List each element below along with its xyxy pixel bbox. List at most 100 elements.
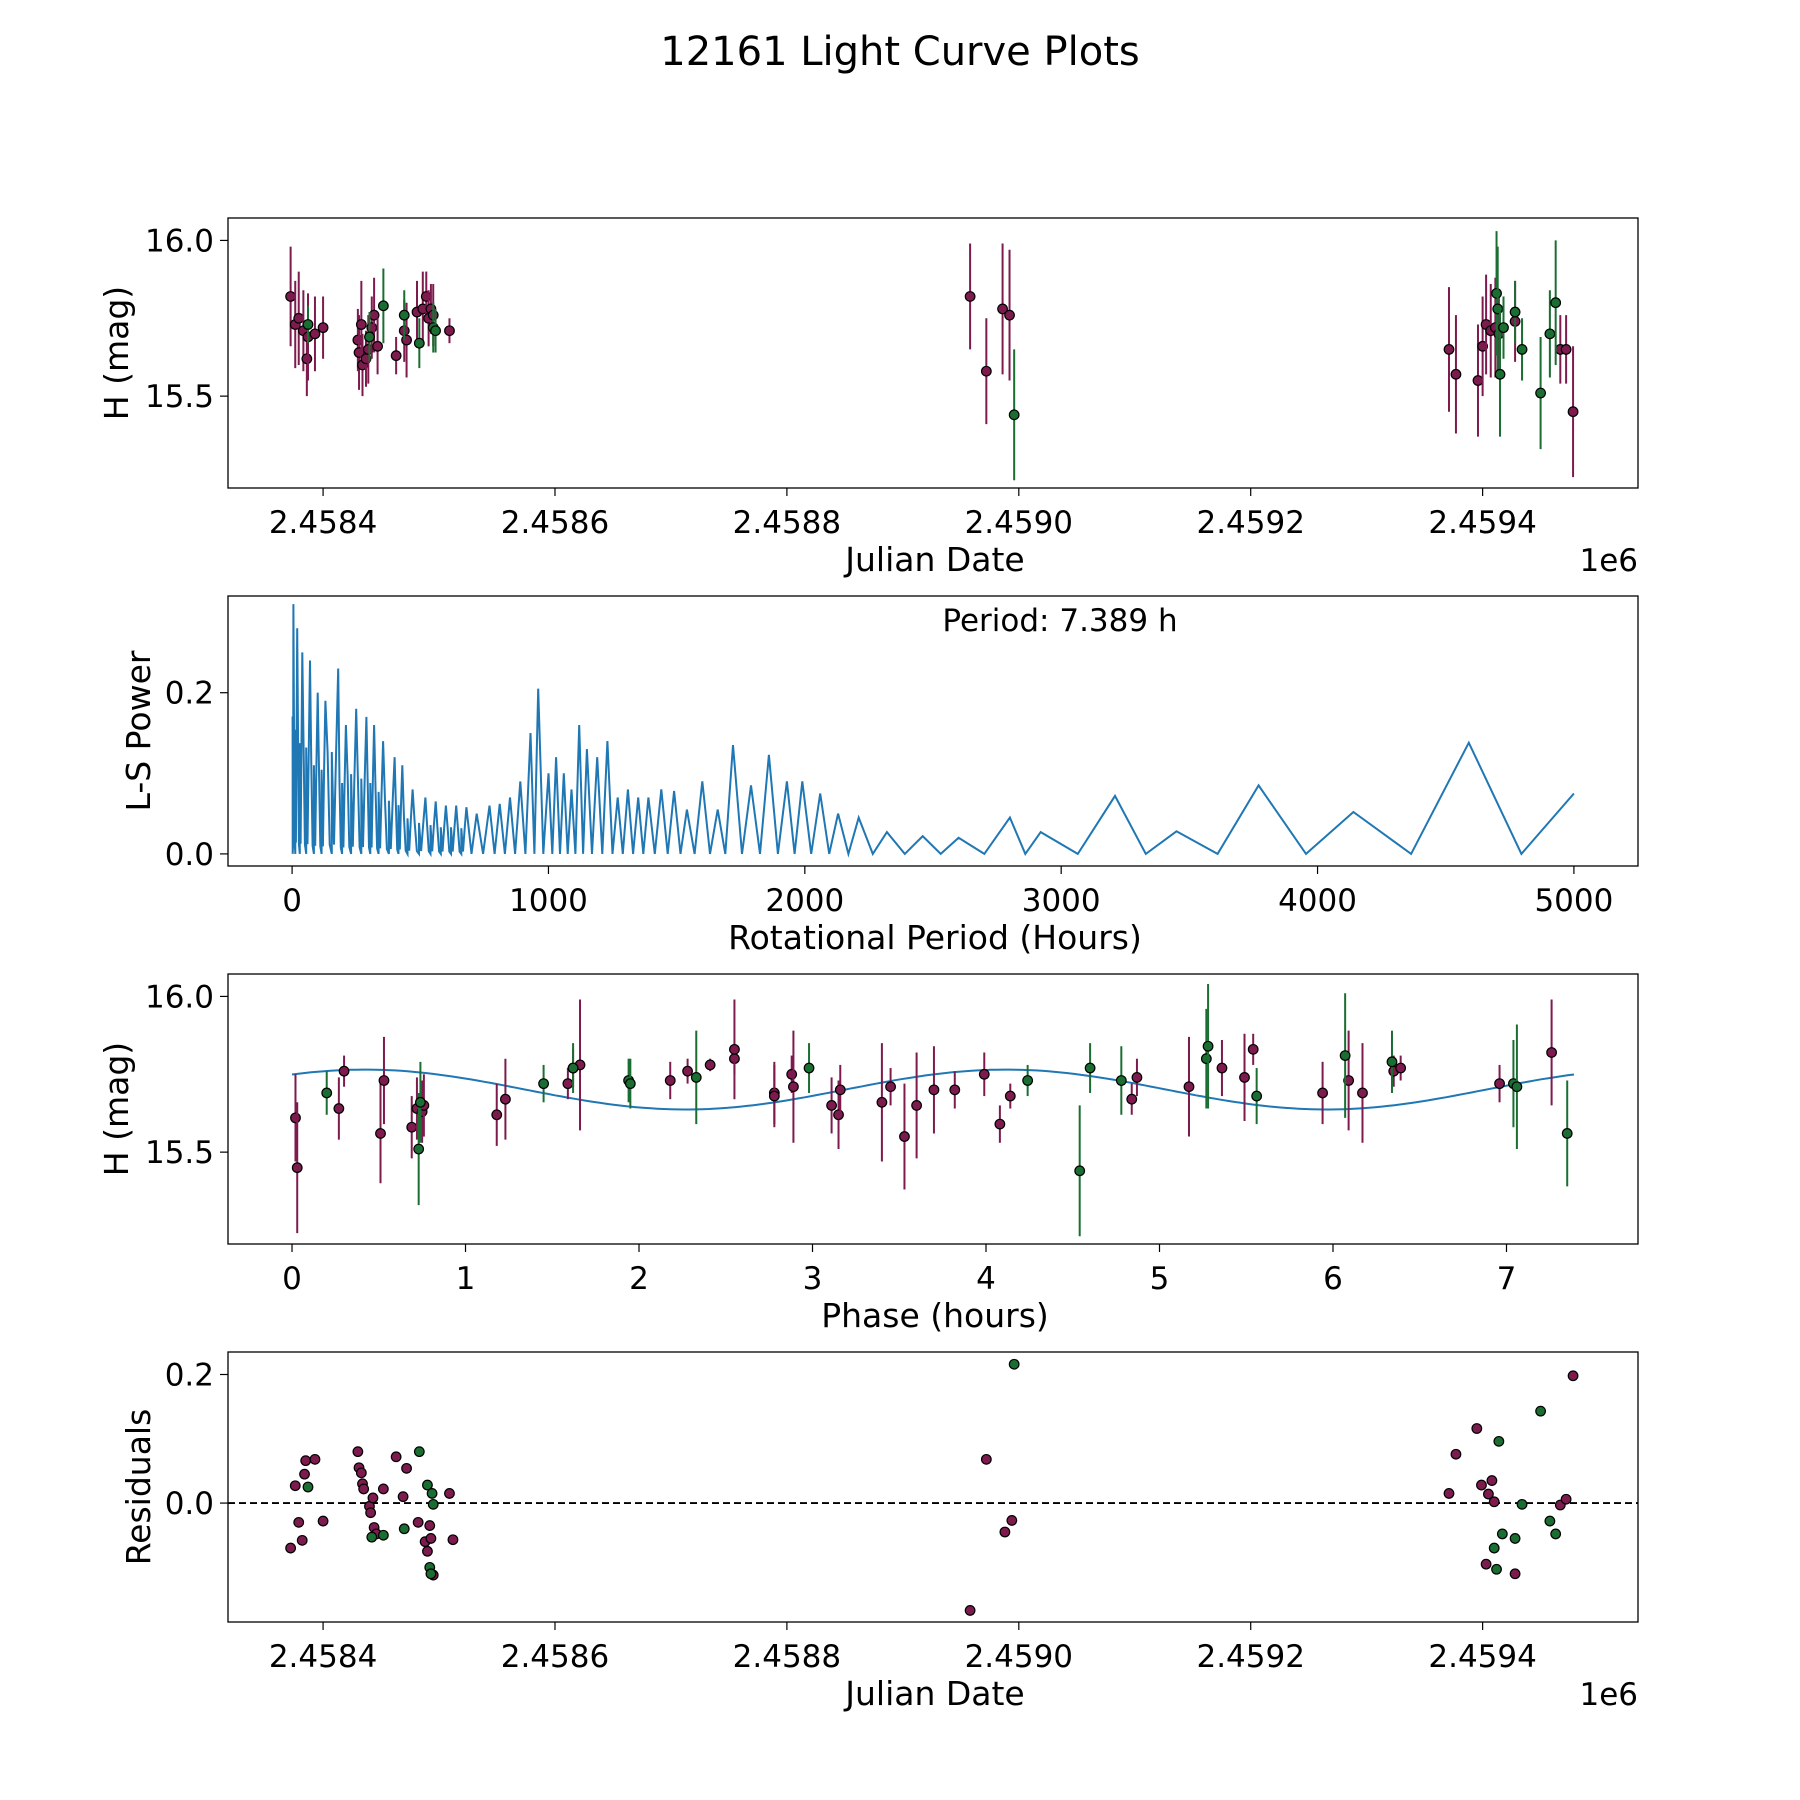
- data-point: [1004, 309, 1015, 321]
- data-point: [317, 1515, 329, 1527]
- data-point: [1008, 409, 1020, 421]
- data-point: [1509, 1568, 1521, 1580]
- y-tick-label: 0.2: [165, 676, 214, 712]
- data-point: [1480, 1558, 1492, 1570]
- panel-phased: 0 1 2 3 4 5 6 7 15.5 16.0 Phase (hours) H (mag): [97, 973, 1639, 1335]
- data-point: [372, 340, 383, 352]
- data-point: [1450, 368, 1462, 380]
- data-point: [366, 1531, 378, 1543]
- x-tick-label: 1000: [509, 883, 588, 919]
- data-point: [1567, 406, 1579, 418]
- data-point: [285, 1542, 297, 1554]
- data-point: [1472, 375, 1484, 386]
- plot-area-residuals: [228, 1358, 1638, 1616]
- data-point: [321, 1087, 333, 1099]
- data-point: [309, 328, 321, 340]
- x-tick-label: 0: [282, 1261, 302, 1297]
- data-point: [768, 1090, 780, 1102]
- data-point: [1022, 1075, 1034, 1086]
- x-tick-label: 2.4594: [1428, 1639, 1536, 1675]
- x-tick-label: 7: [1497, 1261, 1517, 1297]
- plot-area-periodogram: [291, 604, 1575, 858]
- data-point: [491, 1109, 503, 1121]
- data-point: [1357, 1087, 1368, 1099]
- data-point: [1488, 1496, 1500, 1508]
- x-tick-label: 0: [282, 883, 302, 919]
- y-tick-label: 15.5: [145, 379, 214, 415]
- data-point: [333, 1103, 345, 1114]
- data-point: [1516, 1498, 1528, 1510]
- series-green: [302, 231, 1562, 481]
- data-point: [978, 1068, 990, 1080]
- data-point: [1567, 1370, 1579, 1382]
- x-tick-label: 2000: [765, 883, 844, 919]
- data-point: [401, 334, 412, 346]
- data-point: [1493, 1435, 1505, 1447]
- data-point: [444, 325, 455, 337]
- data-point: [1443, 1488, 1455, 1499]
- data-point: [425, 1533, 437, 1544]
- plot-area-lightcurve: [285, 231, 1579, 481]
- data-point: [690, 1071, 702, 1083]
- data-point: [1339, 1050, 1351, 1061]
- data-point: [899, 1131, 910, 1142]
- data-point: [803, 1062, 815, 1074]
- data-point: [1006, 1515, 1018, 1526]
- data-point: [413, 1446, 425, 1458]
- data-point: [1560, 344, 1572, 355]
- y-axis-label: H (mag): [97, 286, 136, 420]
- data-point: [1561, 1128, 1573, 1139]
- x-tick-label: 2.4586: [501, 505, 609, 541]
- data-point: [1183, 1081, 1195, 1093]
- data-point: [420, 291, 432, 302]
- panels: 2.4584 2.4586 2.4588 2.4590 2.4592 2.4594 15.5…: [97, 217, 1639, 1713]
- y-tick-label: 0.0: [165, 837, 214, 873]
- data-point: [1395, 1062, 1407, 1074]
- data-point: [355, 1467, 367, 1479]
- data-point: [1251, 1090, 1263, 1102]
- panel-periodogram: 0 1000 2000 3000 4000 5000 0.0 0.2 Rotational Pe…: [119, 595, 1639, 957]
- data-point: [833, 1109, 844, 1121]
- data-point: [377, 1483, 389, 1495]
- data-point: [1126, 1093, 1138, 1105]
- y-axis-label: Residuals: [119, 1409, 158, 1566]
- data-point: [1239, 1071, 1250, 1083]
- data-point: [317, 322, 329, 334]
- data-point: [365, 1507, 377, 1519]
- data-point: [1471, 1423, 1483, 1434]
- x-offset-label: 1e6: [1579, 543, 1638, 579]
- data-point: [1216, 1062, 1228, 1074]
- y-tick-label: 0.0: [165, 1486, 214, 1522]
- data-point: [788, 1081, 799, 1093]
- series-magenta: [285, 243, 1579, 478]
- data-point: [422, 1545, 433, 1557]
- periodogram-line: [291, 604, 1575, 858]
- y-axis-label: H (mag): [97, 1042, 136, 1176]
- data-point: [1084, 1062, 1096, 1074]
- data-point: [300, 1455, 312, 1467]
- data-point: [1498, 322, 1509, 334]
- panel-residuals: 2.4584 2.4586 2.4588 2.4590 2.4592 2.4594 0.0 0…: [119, 1351, 1639, 1713]
- data-point: [412, 1516, 424, 1528]
- data-point: [390, 350, 402, 362]
- data-point: [1386, 1056, 1398, 1068]
- data-point: [309, 1453, 321, 1465]
- data-point: [911, 1100, 923, 1111]
- data-point: [538, 1078, 549, 1090]
- period-annotation: Period: 7.389 h: [942, 603, 1177, 639]
- plot-area-phased: [290, 983, 1575, 1237]
- data-point: [397, 1491, 409, 1503]
- data-point: [289, 1480, 301, 1492]
- y-tick-label: 15.5: [145, 1135, 214, 1171]
- data-point: [834, 1084, 846, 1096]
- series-green: [302, 1358, 1562, 1580]
- data-point: [876, 1096, 888, 1108]
- data-point: [1494, 368, 1506, 380]
- data-point: [980, 1453, 992, 1465]
- data-point: [1477, 340, 1489, 352]
- data-point: [390, 1451, 402, 1463]
- x-tick-label: 1: [456, 1261, 476, 1297]
- data-point: [1496, 1528, 1508, 1540]
- data-point: [427, 1498, 439, 1510]
- data-point: [377, 300, 389, 312]
